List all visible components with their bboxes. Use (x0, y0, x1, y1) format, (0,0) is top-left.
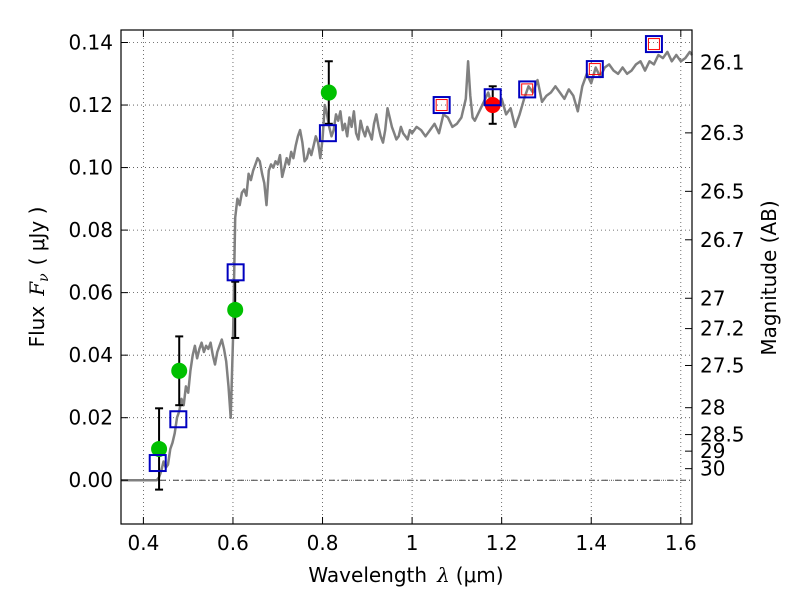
y-tick-label: 0.14 (68, 31, 113, 55)
y-tick-label: 0.02 (68, 406, 113, 430)
model-band-square (226, 263, 245, 282)
model-band-square (585, 60, 604, 79)
x-tick-label: 0.6 (217, 531, 249, 555)
data-point-circle (151, 440, 168, 457)
mag-tick-label: 27.5 (700, 353, 745, 377)
model-band-inner-square (521, 83, 534, 96)
mag-tick-label: 26.1 (700, 51, 745, 75)
x-tick-label: 1.4 (575, 531, 607, 555)
model-band-square (518, 80, 537, 99)
x-tick-label: 0.4 (127, 531, 159, 555)
x-tick-label: 1.2 (486, 531, 518, 555)
y-tick-label: 0.12 (68, 93, 113, 117)
model-band-inner-square (435, 99, 448, 112)
x-tick-label: 1.6 (665, 531, 697, 555)
model-band-square (644, 35, 663, 54)
model-band-square (148, 454, 167, 473)
model-band-square (169, 410, 188, 429)
y-tick-label: 0.00 (68, 468, 113, 492)
tick-layer: 0.4 0.6 0.8 1 1.2 1.4 1.6 0.00 0.02 0.04 0.06 0.08 0… (68, 30, 745, 555)
marker-layer (148, 35, 663, 491)
y-tick-label: 0.06 (68, 281, 113, 305)
x-tick-label: 0.8 (307, 531, 339, 555)
y2-axis-title-group: Magnitude (AB) (757, 200, 781, 355)
model-band-inner-square (588, 63, 601, 76)
model-band-square (432, 96, 451, 115)
mag-tick-label: 28 (700, 396, 725, 420)
model-band-square (483, 88, 502, 107)
mag-tick-label: 26.3 (700, 121, 745, 145)
x-axis-title: Wavelength λ (μm) (308, 563, 503, 587)
mag-tick-label: 27 (700, 286, 725, 310)
mag-tick-label: 28.5 (700, 423, 745, 447)
y-axis-title: FluxFν( μJy ) (25, 207, 52, 348)
mag-tick-label: 27.2 (700, 317, 745, 341)
mag-tick-label: 29 (700, 439, 725, 463)
y-tick-label: 0.08 (68, 218, 113, 242)
mag-tick-label: 26.5 (700, 179, 745, 203)
model-band-square (318, 124, 337, 143)
model-band-inner-square (647, 38, 660, 51)
y-axis-title-group: FluxFν( μJy ) (25, 207, 52, 348)
data-point-circle (320, 84, 337, 101)
data-point-circle (227, 301, 244, 318)
y-tick-label: 0.04 (68, 343, 113, 367)
mag-tick-label: 26.7 (700, 228, 745, 252)
y-tick-label: 0.10 (68, 156, 113, 180)
x-tick-label: 1 (406, 531, 419, 555)
mag-tick-label: 30 (700, 457, 725, 481)
data-point-circle (171, 362, 188, 379)
plot-frame (120, 29, 693, 525)
spectrum-layer (121, 50, 694, 482)
y2-axis-title: Magnitude (AB) (757, 200, 781, 355)
model-spectrum-line (121, 50, 694, 482)
